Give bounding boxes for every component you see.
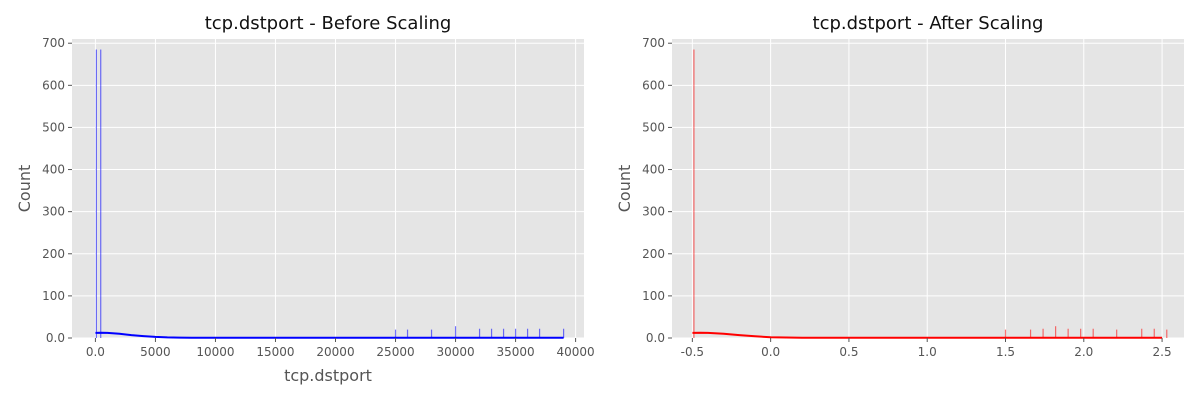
histogram-bar bbox=[1116, 329, 1118, 338]
histogram-bar bbox=[538, 328, 541, 338]
histogram-bar bbox=[562, 328, 565, 338]
x-tick-label: 0.0 bbox=[86, 345, 105, 359]
x-tick-label: 1.5 bbox=[996, 345, 1015, 359]
histogram-bar bbox=[100, 49, 102, 338]
y-tick-label: 400 bbox=[42, 163, 65, 177]
histogram-bar bbox=[1067, 328, 1069, 338]
x-tick-label: 2.0 bbox=[1074, 345, 1093, 359]
x-tick-label: 40000 bbox=[557, 345, 595, 359]
histogram-bars bbox=[693, 49, 1168, 338]
y-tick-label: 400 bbox=[642, 163, 665, 177]
chart-title: tcp.dstport - Before Scaling bbox=[205, 13, 452, 34]
x-tick-label: 30000 bbox=[436, 345, 474, 359]
histogram-bar bbox=[1153, 328, 1155, 338]
y-tick-label: 200 bbox=[642, 247, 665, 261]
y-tick-label: 300 bbox=[642, 205, 665, 219]
histogram-bar bbox=[1166, 329, 1168, 338]
histogram-bar bbox=[1042, 328, 1044, 338]
y-tick-label: 700 bbox=[42, 36, 65, 50]
histogram-bar bbox=[1080, 328, 1082, 338]
histogram-bar bbox=[430, 329, 433, 338]
x-tick-label: 0.5 bbox=[839, 345, 858, 359]
x-tick-labels: -0.5 0.0 0.5 1.0 1.5 2.0 2.5 bbox=[681, 338, 1172, 359]
histogram-bar bbox=[502, 328, 505, 338]
x-tick-label: 10000 bbox=[196, 345, 234, 359]
y-tick-labels: 0.0 100 200 300 400 500 600 700 bbox=[42, 36, 72, 345]
histogram-bar bbox=[1004, 329, 1007, 338]
y-tick-label: 500 bbox=[42, 120, 65, 134]
x-tick-label: 2.5 bbox=[1153, 345, 1172, 359]
y-tick-label: 500 bbox=[642, 120, 665, 134]
y-tick-label: 200 bbox=[42, 247, 65, 261]
histogram-bar bbox=[394, 329, 397, 338]
plot-area bbox=[72, 39, 584, 338]
y-tick-label: 0.0 bbox=[646, 331, 665, 345]
histogram-bars bbox=[95, 49, 565, 338]
x-tick-label: 15000 bbox=[256, 345, 294, 359]
histogram-bar bbox=[478, 328, 481, 338]
y-tick-labels: 0.0 100 200 300 400 500 600 700 bbox=[642, 36, 672, 345]
x-tick-label: 25000 bbox=[376, 345, 414, 359]
histogram-bar bbox=[526, 328, 529, 338]
histogram-bar bbox=[95, 49, 97, 338]
plot-area bbox=[672, 39, 1184, 338]
x-tick-label: 35000 bbox=[496, 345, 534, 359]
kde-curve bbox=[692, 331, 1163, 339]
histogram-bar bbox=[1092, 328, 1094, 338]
histogram-bar bbox=[514, 328, 517, 338]
y-tick-label: 700 bbox=[642, 36, 665, 50]
chart-before-scaling: 0.0 5000 10000 15000 20000 25000 30000 35000 400… bbox=[15, 13, 595, 385]
histogram-bar bbox=[693, 49, 695, 338]
x-axis-label: tcp.dstport bbox=[284, 366, 372, 385]
x-tick-label: 5000 bbox=[140, 345, 171, 359]
x-tick-label: 20000 bbox=[316, 345, 354, 359]
histogram-bar bbox=[406, 329, 409, 338]
y-tick-label: 300 bbox=[42, 205, 65, 219]
histogram-bar bbox=[1029, 329, 1032, 338]
y-tick-label: 600 bbox=[642, 78, 665, 92]
grid-lines bbox=[72, 39, 584, 339]
kde-curve bbox=[95, 331, 564, 339]
x-tick-label: 0.0 bbox=[761, 345, 780, 359]
x-tick-labels: 0.0 5000 10000 15000 20000 25000 30000 35000 400… bbox=[86, 338, 595, 359]
histogram-bar bbox=[454, 326, 457, 338]
histogram-bar bbox=[1141, 328, 1143, 338]
chart-after-scaling: -0.5 0.0 0.5 1.0 1.5 2.0 2.5 0.0 100 200 300 400 50… bbox=[615, 13, 1184, 359]
y-tick-label: 100 bbox=[642, 289, 665, 303]
y-tick-label: 100 bbox=[42, 289, 65, 303]
y-axis-label: Count bbox=[15, 165, 34, 213]
histogram-bar bbox=[490, 328, 493, 338]
x-tick-label: 1.0 bbox=[918, 345, 937, 359]
y-tick-label: 600 bbox=[42, 78, 65, 92]
y-axis-label: Count bbox=[615, 165, 634, 213]
histogram-bar bbox=[1055, 326, 1057, 338]
chart-title: tcp.dstport - After Scaling bbox=[813, 13, 1044, 34]
y-tick-label: 0.0 bbox=[46, 331, 65, 345]
x-tick-label: -0.5 bbox=[681, 345, 704, 359]
